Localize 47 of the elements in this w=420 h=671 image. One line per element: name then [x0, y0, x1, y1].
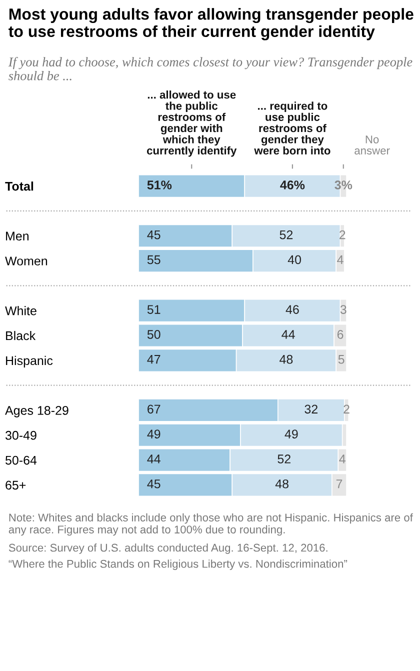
data-label: 4 — [337, 255, 344, 264]
chart-subtitle: If you had to choose, which comes closest to your view? Transgender people should be ... — [8, 57, 412, 80]
data-label: 32 — [304, 404, 318, 414]
data-label: 5 — [338, 355, 344, 364]
data-label: 45 — [147, 230, 160, 240]
y-tick-label: Women — [5, 256, 48, 266]
data-label: 40 — [288, 255, 302, 264]
y-tick-label: 65+ — [6, 480, 26, 490]
data-label: 52 — [280, 230, 293, 240]
data-label: 51 — [147, 305, 160, 314]
y-tick-label: Total — [5, 182, 34, 191]
data-label: 45 — [147, 480, 160, 488]
data-label: 67 — [148, 404, 160, 414]
data-label: 46 — [286, 305, 299, 314]
data-label: 44 — [282, 330, 295, 339]
data-label: 52 — [278, 454, 290, 464]
data-label: 44 — [147, 454, 160, 464]
y-tick-label: Men — [6, 232, 29, 241]
data-label: 3 — [340, 305, 346, 314]
data-label: 7 — [336, 480, 342, 488]
data-label: 55 — [147, 255, 160, 264]
data-label: 51% — [147, 180, 172, 190]
text: Note: Whites and blacks include only those who are not Hispanic. Hispanics are of any race. Figures may not add to 100% due to rounding. — [8, 513, 413, 536]
y-tick-label: 50-64 — [6, 456, 37, 465]
data-label: 4 — [339, 454, 346, 464]
y-tick-label: 30-49 — [5, 430, 36, 440]
y-tick-label: Black — [6, 330, 36, 340]
series-label: No answer — [354, 136, 390, 155]
series-label: ... allowed to use the public restrooms of gender with which they currently identify — [146, 90, 237, 157]
text: “Where the Public Stands on Religious Liberty vs. Nondiscrimination” — [8, 560, 348, 570]
source-note: Source: Survey of U.S. adults conducted Aug. 16-Sept. 12, 2016. — [8, 544, 328, 554]
data-label: 3% — [334, 180, 352, 190]
data-label: 47 — [147, 355, 160, 364]
data-label: 48 — [275, 479, 288, 488]
data-label: 46% — [280, 180, 305, 190]
chart-title: Most young adults favor allowing transgender people to use restrooms of their current gender identity — [8, 8, 414, 40]
data-label: 2 — [344, 404, 350, 414]
data-label: 2 — [340, 230, 346, 240]
y-tick-label: White — [5, 306, 36, 316]
data-label: 50 — [147, 330, 160, 339]
y-tick-label: Ages 18-29 — [5, 406, 68, 418]
data-label: 6 — [337, 330, 344, 339]
data-label: 48 — [280, 354, 293, 364]
y-tick-label: Hispanic — [6, 356, 53, 368]
data-label: 49 — [147, 430, 160, 438]
series-label: ... required to use public restrooms of gender they were born into — [254, 102, 330, 155]
data-label: 49 — [284, 430, 298, 438]
